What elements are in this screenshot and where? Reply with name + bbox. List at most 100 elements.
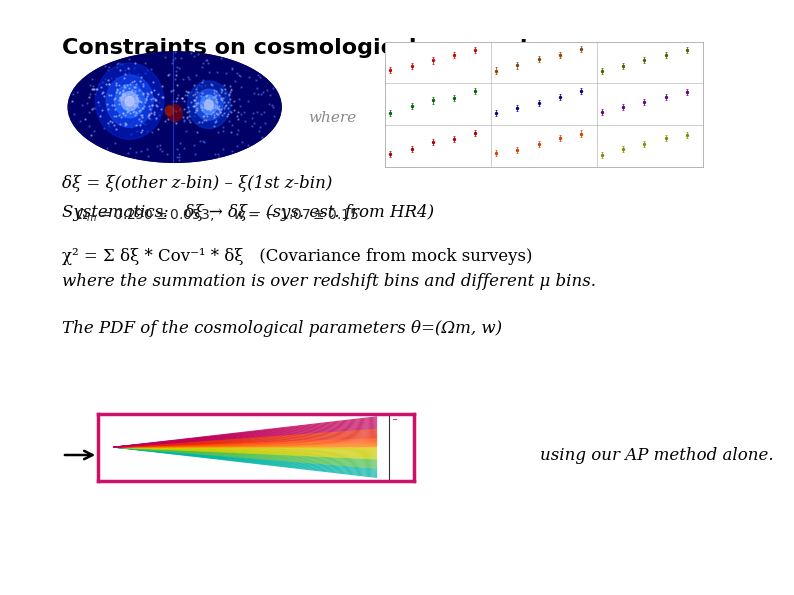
Point [102, 89, 115, 98]
Point [177, 112, 190, 122]
Point [83, 107, 95, 117]
Point [192, 97, 205, 107]
Point [195, 101, 207, 110]
Point [197, 98, 210, 107]
Point [223, 89, 236, 99]
Point [248, 89, 260, 98]
Point [140, 80, 152, 89]
Point [127, 76, 140, 86]
Point [195, 136, 207, 146]
Point [142, 151, 155, 161]
Point [110, 112, 122, 121]
Point [225, 107, 237, 117]
Point [123, 108, 136, 118]
Point [125, 119, 137, 129]
Point [182, 102, 195, 112]
Point [79, 114, 92, 124]
Point [120, 93, 133, 102]
Point [149, 95, 162, 104]
Point [110, 124, 122, 134]
Point [105, 93, 118, 102]
Point [596, 107, 608, 117]
Point [206, 81, 218, 90]
Point [511, 103, 524, 112]
Point [223, 87, 236, 97]
Point [169, 106, 182, 115]
Point [124, 122, 137, 131]
Point [98, 91, 110, 101]
Point [145, 109, 157, 118]
Point [212, 103, 225, 112]
Point [257, 87, 270, 96]
Point [94, 111, 106, 120]
Point [118, 90, 130, 100]
Point [263, 99, 276, 108]
Point [134, 127, 147, 137]
Point [169, 74, 182, 84]
Point [131, 93, 144, 102]
Point [201, 111, 214, 121]
Point [142, 113, 155, 123]
Point [176, 75, 189, 84]
Point [132, 94, 145, 104]
Point [255, 89, 268, 99]
Point [153, 110, 166, 120]
Point [114, 106, 127, 115]
Point [210, 116, 222, 126]
Point [120, 119, 133, 129]
Point [223, 106, 236, 115]
Point [190, 100, 202, 109]
Point [189, 108, 202, 117]
Point [252, 71, 264, 80]
Text: Systematics:   δξ → δξ – (sys. est. from HR4): Systematics: δξ → δξ – (sys. est. from H… [62, 204, 434, 221]
Point [190, 105, 202, 115]
Point [218, 80, 230, 90]
Circle shape [200, 95, 218, 114]
Point [119, 82, 132, 92]
Point [132, 95, 145, 104]
Point [213, 152, 225, 162]
Point [231, 115, 244, 124]
Point [84, 80, 97, 90]
Point [102, 90, 115, 100]
Point [201, 96, 214, 105]
Point [121, 97, 134, 107]
Text: χ² = Σ δξ * Cov⁻¹ * δξ   (Covariance from mock surveys): χ² = Σ δξ * Cov⁻¹ * δξ (Covariance from … [62, 248, 533, 265]
Point [170, 67, 183, 76]
Point [131, 101, 144, 110]
Point [208, 85, 221, 95]
Point [173, 63, 186, 73]
Point [384, 149, 397, 158]
Point [202, 102, 215, 111]
Point [137, 88, 150, 98]
Point [225, 84, 237, 93]
Point [119, 69, 132, 79]
Point [131, 80, 144, 90]
Point [147, 109, 160, 118]
Point [208, 102, 221, 111]
Point [218, 98, 230, 107]
Point [136, 104, 148, 113]
Point [166, 86, 179, 95]
Point [490, 148, 503, 158]
Point [132, 102, 145, 112]
Point [169, 118, 182, 128]
Point [233, 94, 246, 104]
Point [254, 72, 267, 82]
Point [575, 44, 588, 54]
Point [218, 88, 231, 98]
Point [659, 92, 672, 102]
Point [216, 144, 229, 154]
Text: using our AP method alone.: using our AP method alone. [540, 446, 773, 464]
Point [118, 111, 131, 120]
Point [140, 95, 152, 105]
Point [617, 61, 630, 71]
Point [196, 76, 209, 85]
Point [210, 103, 223, 112]
Point [116, 92, 129, 101]
Point [189, 92, 202, 101]
Point [135, 116, 148, 126]
Point [183, 74, 196, 84]
Point [176, 93, 189, 103]
Point [125, 98, 137, 108]
